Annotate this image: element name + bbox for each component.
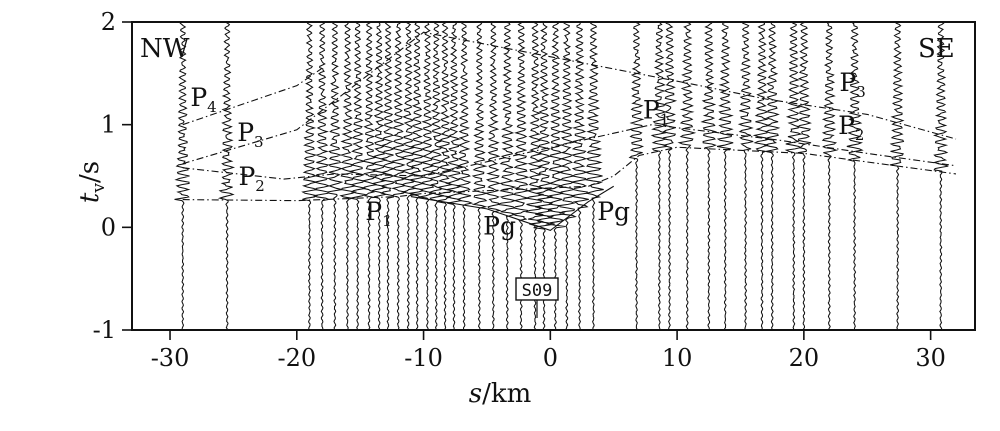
- x-tick-label--30: -30: [151, 344, 190, 372]
- y-tick-label-1: 1: [101, 111, 116, 139]
- phase-label-0: P4: [190, 83, 216, 116]
- trace--29: [174, 21, 191, 331]
- x-tick-label--10: -10: [404, 344, 443, 372]
- phase-label-3: P1: [365, 197, 391, 230]
- y-axis-sub: v: [89, 183, 109, 194]
- x-tick-label-30: 30: [915, 344, 946, 372]
- phase-label-8: P2: [838, 111, 864, 144]
- corner-label-se: SE: [918, 34, 955, 64]
- trace-30.8: [932, 21, 949, 331]
- trace--4.5: [484, 21, 502, 331]
- phase-label-2: P2: [238, 162, 264, 195]
- x-axis-label: s/km: [469, 379, 532, 409]
- phase-curve-pg-0: [410, 185, 614, 232]
- x-tick-label-10: 10: [662, 344, 693, 372]
- phase-curve-p3-3: [182, 31, 957, 165]
- trace-20: [796, 21, 812, 331]
- trace-13.8: [716, 21, 734, 331]
- axes-box: [131, 21, 976, 331]
- trace--12: [390, 21, 407, 331]
- trace-10.8: [677, 21, 697, 331]
- x-axis-unit: /km: [482, 379, 531, 409]
- trace--5.6: [471, 21, 488, 331]
- trace-2.3: [570, 21, 589, 331]
- trace--25.5: [217, 21, 236, 331]
- y-axis-label: tv/s: [75, 161, 109, 203]
- x-tick-label-0: 0: [543, 344, 558, 372]
- station-label: S09: [522, 281, 553, 301]
- phase-curve-p4-4: [182, 67, 323, 126]
- x-axis-var: s: [469, 379, 482, 409]
- trace--6.8: [456, 21, 474, 331]
- phase-label-5: Pg: [597, 197, 630, 226]
- phase-label-1: P3: [237, 118, 263, 151]
- trace-27.4: [889, 21, 905, 331]
- y-tick-label-2: 2: [101, 8, 116, 36]
- plot-frame: [131, 21, 976, 331]
- trace--17: [326, 21, 344, 331]
- phase-label-4: Pg: [483, 212, 516, 241]
- trace--13.5: [370, 21, 388, 331]
- trace-17.5: [763, 21, 781, 331]
- trace-8.6: [650, 21, 668, 331]
- trace--7.6: [445, 21, 463, 331]
- seismic-traces: [174, 21, 949, 331]
- trace--15.2: [350, 21, 367, 331]
- phase-curves: [182, 31, 957, 232]
- phase-labels: P4 P3 P2 P1 Pg Pg P1 P3 P2: [190, 68, 865, 241]
- station-marker: S09: [515, 277, 559, 318]
- trace-9.4: [661, 21, 678, 331]
- trace-24: [846, 21, 864, 331]
- phase-curve-p1-1: [182, 146, 957, 202]
- trace--8.3: [435, 21, 455, 331]
- corner-label-nw: NW: [140, 34, 190, 64]
- phase-curve-p2-2: [182, 124, 957, 180]
- phase-label-6: P1: [643, 96, 669, 129]
- trace--16: [339, 21, 357, 331]
- trace-12.5: [700, 21, 718, 331]
- phase-label-7: P3: [839, 68, 865, 101]
- trace--3.4: [497, 21, 518, 331]
- y-tick-label-0: 0: [101, 213, 116, 241]
- trace--14.3: [361, 21, 378, 331]
- trace-15.4: [737, 21, 754, 331]
- trace-22: [821, 21, 839, 331]
- y-tick-label--1: -1: [93, 316, 116, 344]
- x-tick-label-20: 20: [789, 344, 820, 372]
- y-axis-var: t: [75, 192, 105, 203]
- trace-19.2: [784, 21, 803, 331]
- trace--9: [428, 21, 445, 331]
- trace-16.7: [752, 21, 772, 331]
- y-axis-unit: /s: [75, 161, 105, 183]
- x-tick-label--20: -20: [277, 344, 316, 372]
- trace-3.4: [583, 21, 604, 331]
